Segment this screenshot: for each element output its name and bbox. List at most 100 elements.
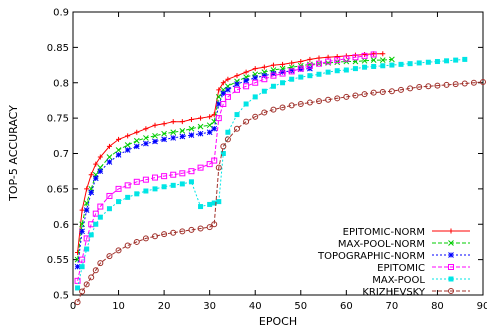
data-point	[133, 238, 140, 245]
data-point	[152, 174, 158, 181]
legend-label: EPITOMIC	[377, 263, 425, 274]
data-point	[207, 201, 213, 207]
data-point	[434, 59, 440, 65]
data-point	[207, 114, 213, 120]
data-point	[306, 99, 313, 106]
data-point	[316, 60, 322, 67]
y-tick-label: 0.55	[47, 255, 69, 266]
y-tick-label: 0.85	[47, 43, 69, 54]
data-point	[334, 68, 340, 74]
data-point	[307, 56, 313, 62]
data-point	[188, 125, 195, 132]
data-point	[88, 172, 94, 178]
series-line	[77, 81, 484, 303]
data-point	[444, 58, 450, 64]
data-point	[270, 83, 276, 89]
data-point	[170, 229, 177, 236]
data-point	[224, 136, 231, 143]
data-point	[211, 125, 218, 132]
data-point	[179, 119, 185, 125]
data-point	[334, 57, 341, 64]
data-point	[448, 240, 454, 246]
y-tick-label: 0.5	[53, 291, 69, 302]
data-point	[133, 178, 140, 185]
data-point	[74, 277, 81, 284]
y-tick-label: 0.6	[53, 220, 69, 231]
series-max-pool-norm	[74, 56, 395, 263]
data-point	[152, 122, 158, 128]
data-point	[270, 72, 277, 79]
x-axis-label: EPOCH	[259, 315, 297, 328]
data-point	[379, 88, 386, 95]
series-line	[77, 68, 310, 267]
data-point	[470, 79, 477, 86]
data-point	[79, 256, 86, 263]
data-point	[170, 171, 177, 178]
data-point	[142, 176, 149, 183]
data-point	[142, 235, 149, 242]
data-point	[179, 181, 185, 187]
data-point	[161, 231, 168, 238]
data-point	[225, 76, 231, 82]
y-axis-label: TOP-5 ACCURACY	[7, 105, 20, 202]
data-point	[198, 204, 204, 210]
data-point	[97, 168, 104, 175]
legend-label: MAX-POOL	[372, 275, 425, 286]
series-layer	[74, 51, 486, 306]
data-point	[215, 164, 222, 171]
data-point	[83, 207, 90, 213]
data-point	[124, 182, 131, 189]
data-point	[106, 159, 113, 165]
data-point	[234, 73, 240, 79]
data-point	[325, 69, 331, 75]
data-point	[252, 113, 259, 120]
data-point	[143, 188, 149, 194]
data-point	[188, 132, 195, 138]
data-point	[297, 66, 304, 73]
data-point	[280, 61, 286, 67]
data-point	[170, 119, 176, 125]
data-point	[97, 154, 103, 160]
data-point	[170, 129, 177, 136]
data-point	[389, 56, 395, 63]
data-point	[88, 232, 94, 238]
data-point	[92, 210, 99, 217]
data-point	[161, 121, 167, 127]
data-point	[211, 221, 218, 228]
data-point	[161, 184, 167, 190]
data-point	[152, 132, 158, 139]
data-point	[453, 57, 459, 63]
data-point	[288, 67, 295, 74]
data-point	[83, 200, 90, 206]
x-tick-label: 10	[112, 301, 125, 312]
data-point	[79, 228, 85, 235]
y-tick-label: 0.9	[53, 8, 69, 19]
legend-label: KRIZHEVSKY	[362, 287, 426, 298]
data-point	[289, 60, 295, 66]
data-point	[79, 288, 86, 295]
data-point	[106, 192, 113, 199]
legend-label: TOPOGRAPHIC-NORM	[317, 251, 425, 262]
data-point	[170, 135, 177, 141]
data-point	[161, 173, 168, 180]
data-point	[434, 82, 441, 89]
data-point	[106, 206, 112, 212]
data-point	[115, 185, 122, 192]
data-point	[234, 81, 240, 88]
data-point	[152, 186, 158, 192]
data-point	[371, 63, 377, 69]
data-point	[443, 81, 450, 88]
axis-ticks: 0 10 20 30 40 50 60 70 80 90 0.5 0.55 0.6 0.65 0.7 0.75…	[47, 8, 487, 313]
series-krizhevsky	[74, 79, 486, 306]
data-point	[234, 86, 240, 93]
data-point	[261, 88, 267, 94]
data-point	[188, 226, 195, 233]
data-point	[279, 70, 286, 77]
data-point	[416, 60, 422, 66]
data-point	[243, 83, 250, 90]
data-point	[198, 115, 204, 121]
data-point	[220, 151, 226, 156]
data-point	[307, 73, 313, 79]
data-point	[115, 247, 122, 254]
data-point	[124, 147, 131, 153]
